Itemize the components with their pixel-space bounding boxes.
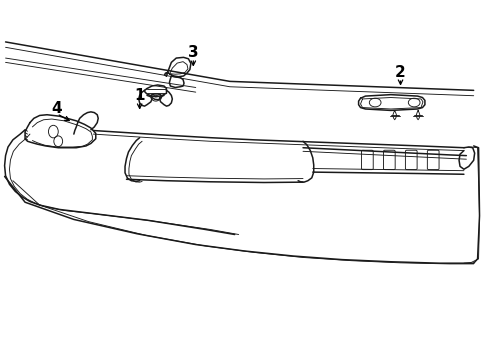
Text: 1: 1 [134,88,144,103]
Text: 2: 2 [394,65,405,80]
Text: 4: 4 [51,101,62,116]
Text: 3: 3 [187,45,198,60]
